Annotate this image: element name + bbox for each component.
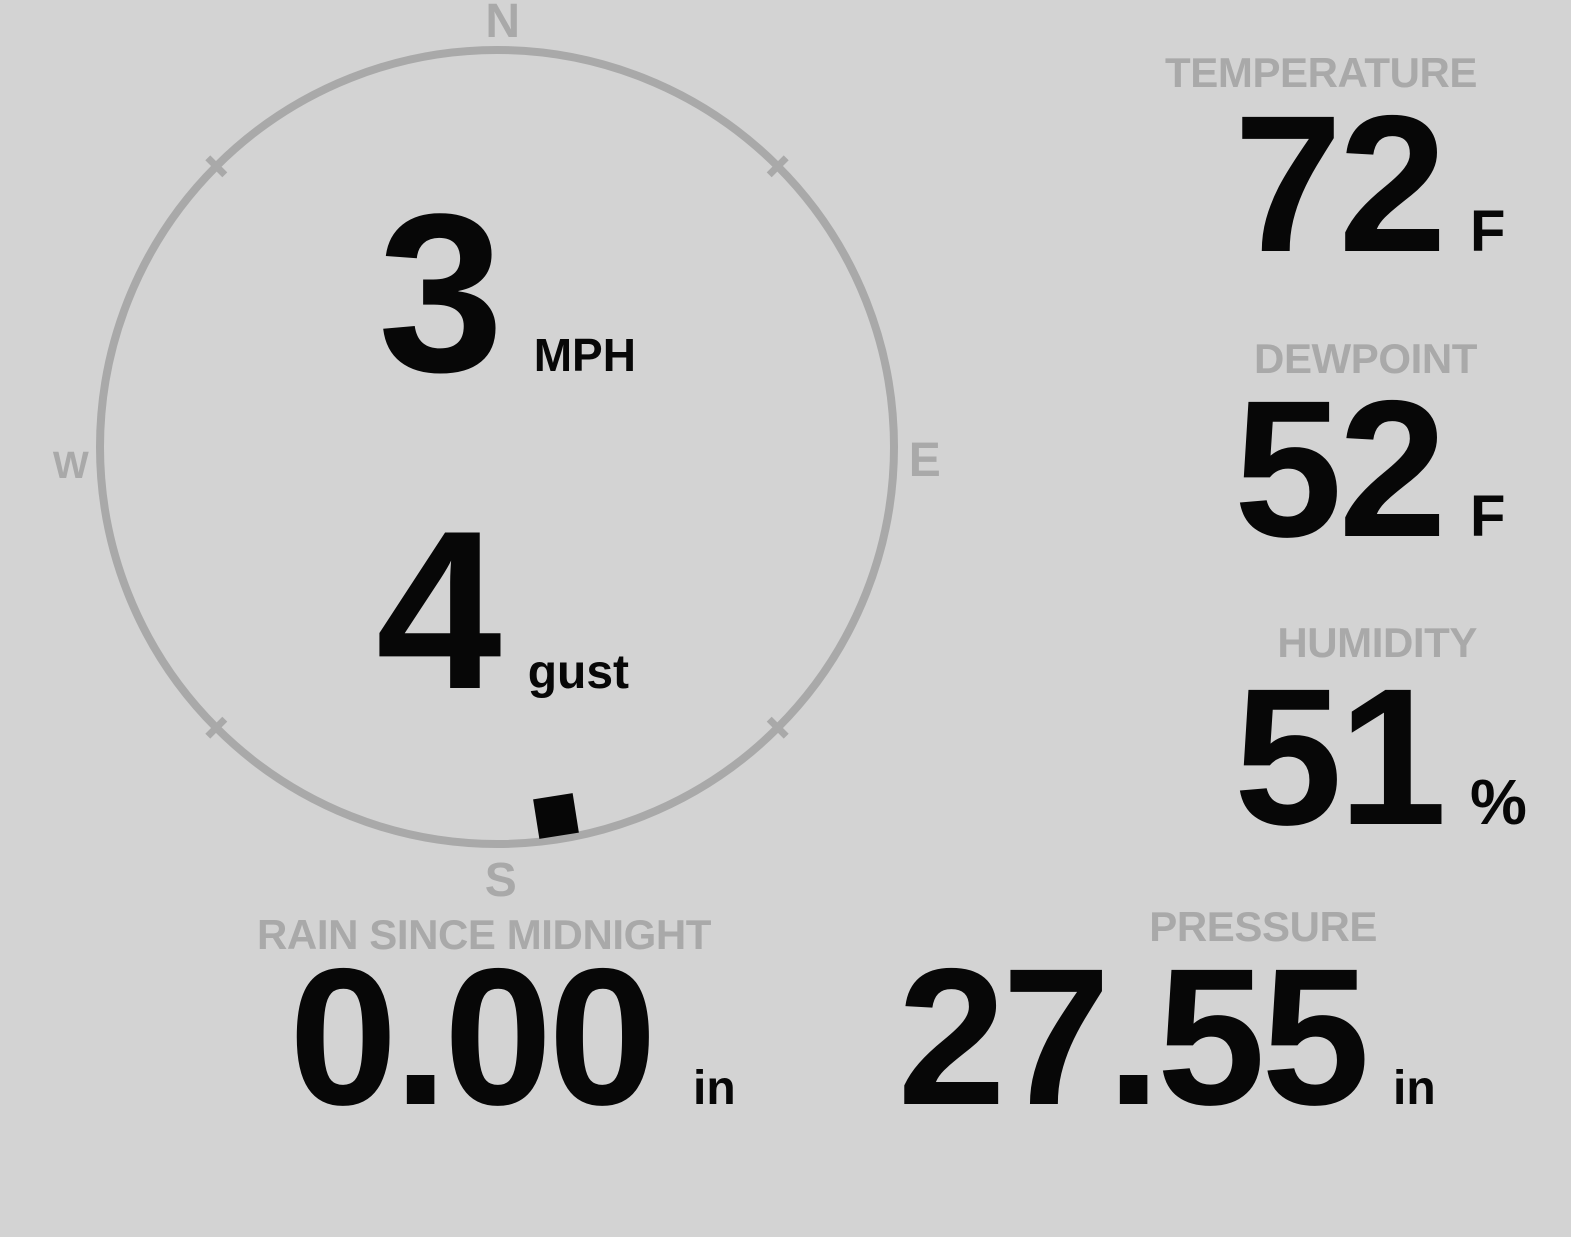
dewpoint-value: 52 [1233,360,1447,578]
compass-label-east: E [908,434,942,487]
pressure-unit: in [1393,1062,1436,1115]
wind-gust-value: 4 [376,483,502,736]
humidity-value: 51 [1233,648,1447,866]
compass-tick-se [766,716,789,739]
rain-readout: 0.00 in [160,940,767,1135]
wind-gust-unit: gust [527,646,630,699]
wind-direction-marker [532,793,579,840]
dewpoint-readout: 52 F [884,372,1544,567]
temperature-value: 72 [1233,75,1447,293]
compass-label-north: N [485,0,521,48]
humidity-readout: 51 % [884,660,1544,855]
compass-tick-nw [205,155,228,178]
dewpoint-unit: F [1470,484,1506,549]
wind-speed-readout: 3 MPH [378,180,636,406]
compass-ring [96,46,898,848]
pressure-value: 27.55 [897,928,1370,1146]
rain-label: RAIN SINCE MIDNIGHT [257,911,712,958]
temperature-label: TEMPERATURE [1165,49,1477,96]
dewpoint-label: DEWPOINT [1254,335,1477,382]
wind-speed-value: 3 [378,166,504,419]
pressure-readout: 27.55 in [807,940,1467,1135]
rain-value: 0.00 [289,928,657,1146]
rain-unit: in [693,1062,736,1115]
humidity-label: HUMIDITY [1277,619,1477,666]
humidity-unit: % [1470,766,1527,838]
wind-compass-dial [96,46,898,848]
wind-speed-unit: MPH [533,329,636,381]
compass-label-west: W [52,445,90,487]
compass-tick-ne [766,155,789,178]
pressure-label: PRESSURE [1149,903,1377,950]
compass-tick-sw [205,716,228,739]
wind-gust-readout: 4 gust [376,497,629,723]
compass-label-south: S [484,854,518,907]
temperature-readout: 72 F [884,87,1544,282]
temperature-unit: F [1470,199,1506,264]
